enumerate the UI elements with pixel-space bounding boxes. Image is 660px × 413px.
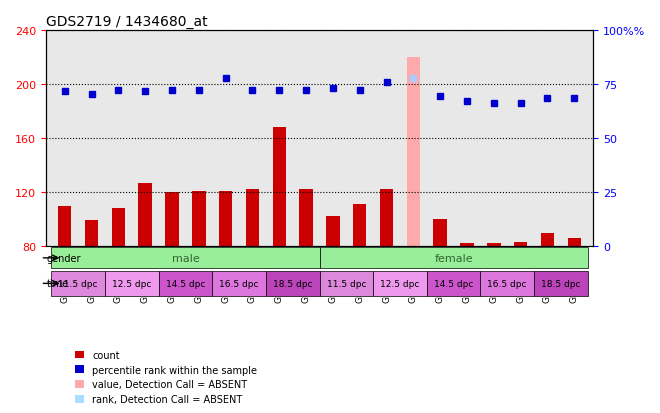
Text: GDS2719 / 1434680_at: GDS2719 / 1434680_at	[46, 15, 208, 29]
Bar	[165, 193, 179, 247]
Bar	[568, 238, 581, 247]
Text: time: time	[46, 279, 69, 289]
FancyBboxPatch shape	[105, 271, 158, 296]
Bar	[487, 244, 500, 247]
Text: male: male	[172, 253, 199, 263]
Bar	[192, 191, 205, 247]
Text: 11.5 dpc: 11.5 dpc	[58, 279, 98, 288]
FancyBboxPatch shape	[427, 271, 480, 296]
Text: 12.5 dpc: 12.5 dpc	[380, 279, 420, 288]
Bar	[300, 190, 313, 247]
FancyBboxPatch shape	[319, 271, 373, 296]
Bar	[380, 190, 393, 247]
Bar	[85, 221, 98, 247]
Text: 11.5 dpc: 11.5 dpc	[327, 279, 366, 288]
Text: 16.5 dpc: 16.5 dpc	[219, 279, 259, 288]
Bar	[434, 220, 447, 247]
Bar	[407, 58, 420, 247]
Bar	[326, 217, 340, 247]
Text: gender: gender	[46, 253, 81, 263]
Text: 18.5 dpc: 18.5 dpc	[541, 279, 581, 288]
FancyBboxPatch shape	[534, 271, 587, 296]
Text: 14.5 dpc: 14.5 dpc	[434, 279, 473, 288]
Bar	[460, 244, 474, 247]
Text: 14.5 dpc: 14.5 dpc	[166, 279, 205, 288]
Legend: count, percentile rank within the sample, value, Detection Call = ABSENT, rank, : count, percentile rank within the sample…	[71, 346, 261, 408]
Text: 18.5 dpc: 18.5 dpc	[273, 279, 312, 288]
FancyBboxPatch shape	[158, 271, 213, 296]
FancyBboxPatch shape	[213, 271, 266, 296]
Text: 12.5 dpc: 12.5 dpc	[112, 279, 152, 288]
FancyBboxPatch shape	[266, 271, 319, 296]
Text: female: female	[434, 253, 473, 263]
Bar	[112, 209, 125, 247]
Bar	[246, 190, 259, 247]
Bar	[541, 233, 554, 247]
Bar	[219, 191, 232, 247]
FancyBboxPatch shape	[373, 271, 427, 296]
Bar	[273, 128, 286, 247]
Bar	[139, 183, 152, 247]
FancyBboxPatch shape	[51, 248, 319, 269]
Bar	[514, 242, 527, 247]
Text: 16.5 dpc: 16.5 dpc	[488, 279, 527, 288]
FancyBboxPatch shape	[480, 271, 534, 296]
FancyBboxPatch shape	[319, 248, 587, 269]
Bar	[353, 205, 366, 247]
Bar	[58, 206, 71, 247]
FancyBboxPatch shape	[51, 271, 105, 296]
